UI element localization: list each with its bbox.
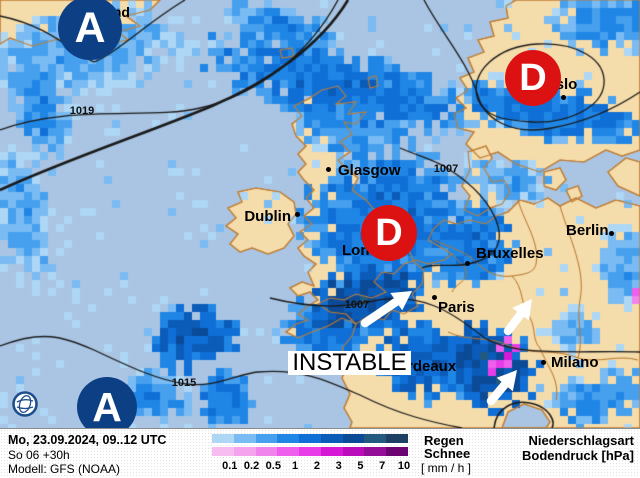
scale-segment — [320, 447, 343, 456]
pressure-high-symbol: A — [58, 0, 122, 60]
scale-segment — [255, 434, 278, 443]
isobar-label: 1007 — [344, 299, 370, 311]
isobar-label: 1019 — [69, 105, 95, 117]
scale-tick: 1 — [292, 460, 299, 472]
snow-label: Schnee — [424, 446, 471, 461]
city-marker-dot — [325, 166, 331, 172]
city-marker-dot — [560, 94, 566, 100]
city-marker-dot — [294, 211, 300, 217]
scale-segment — [320, 434, 343, 443]
pressure-high-symbol: A — [77, 377, 137, 437]
scale-segment — [233, 434, 256, 443]
scale-tick: 0.5 — [265, 460, 281, 472]
legend-model-line: Modell: GFS (NOAA) — [8, 462, 121, 476]
scale-tick: 3 — [335, 460, 342, 472]
snow-scale-bar — [212, 447, 409, 456]
city-label: Bruxelles — [476, 245, 544, 262]
city-marker-dot — [608, 230, 614, 236]
scale-tick: 10 — [397, 460, 411, 472]
scale-segment — [364, 447, 387, 456]
scale-segment — [386, 434, 409, 443]
scale-ticks: 0.1 0.2 0.5 1 2 3 5 7 10 — [212, 460, 412, 474]
instability-annotation: INSTABLE — [288, 351, 411, 375]
scale-segment — [212, 447, 234, 456]
scale-segment — [386, 447, 409, 456]
legend-type-label: Niederschlagsart — [528, 433, 635, 448]
isobar-label: 1007 — [433, 163, 459, 175]
unit-label: [ mm / h ] — [421, 461, 472, 475]
site-logo-icon — [12, 391, 38, 417]
rain-scale-bar — [212, 434, 409, 443]
scale-segment — [299, 434, 321, 443]
scale-tick: 0.2 — [243, 460, 260, 472]
map-area: INSTABLE 1019100710071015IslandGlasgowDu… — [0, 0, 640, 437]
scale-segment — [342, 447, 365, 456]
scale-segment — [364, 434, 387, 443]
scale-tick: 7 — [379, 460, 386, 472]
city-label: Berlin — [566, 222, 609, 239]
city-label: Dublin — [244, 208, 291, 225]
pressure-low-symbol: D — [361, 205, 417, 261]
scale-tick: 0.1 — [222, 460, 238, 472]
isobar-label: 1015 — [171, 377, 197, 389]
pressure-low-symbol: D — [505, 50, 561, 106]
legend-run-line: So 06 +30h — [8, 448, 70, 462]
city-label: Milano — [551, 354, 599, 371]
city-label: Glasgow — [338, 162, 401, 179]
city-marker-dot — [540, 359, 546, 365]
legend-date-line: Mo, 23.09.2024, 09..12 UTC — [8, 433, 167, 447]
scale-segment — [233, 447, 256, 456]
scale-segment — [342, 434, 365, 443]
legend-bar: Mo, 23.09.2024, 09..12 UTC So 06 +30h Mo… — [0, 428, 640, 478]
city-marker-dot — [431, 294, 437, 300]
city-marker-dot — [464, 260, 470, 266]
scale-tick: 5 — [357, 460, 364, 472]
rain-label: Regen — [424, 433, 464, 448]
scale-segment — [277, 447, 300, 456]
legend-pressure-label: Bodendruck [hPa] — [522, 448, 634, 463]
scale-segment — [277, 434, 300, 443]
scale-segment — [299, 447, 321, 456]
scale-tick: 2 — [313, 460, 320, 472]
scale-segment — [255, 447, 278, 456]
scale-segment — [212, 434, 234, 443]
city-label: Paris — [438, 299, 475, 316]
